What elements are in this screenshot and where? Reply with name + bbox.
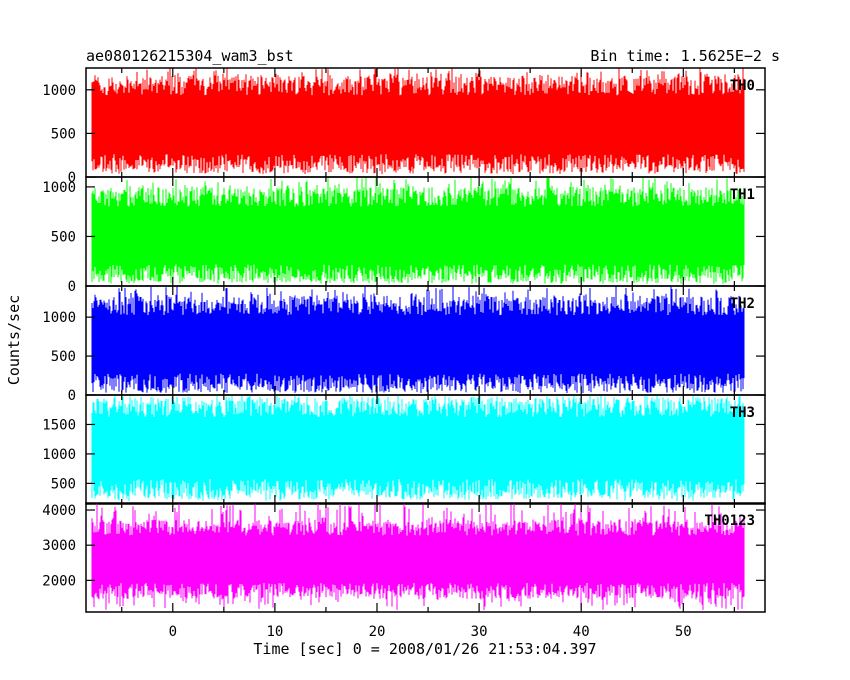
x-tick-label: 10 xyxy=(266,624,283,640)
y-axis-label: Counts/sec xyxy=(5,295,23,385)
series-th2 xyxy=(91,286,745,393)
bin-time-label: Bin time: 1.5625E−2 s xyxy=(590,47,780,65)
y-tick-label: 1000 xyxy=(42,310,76,326)
chart-title: ae080126215304_wam3_bst xyxy=(86,47,294,65)
y-tick-label: 500 xyxy=(51,229,76,245)
panel-label-th1: TH1 xyxy=(730,187,755,203)
y-tick-label: 1000 xyxy=(42,83,76,99)
x-tick-label: 30 xyxy=(471,624,488,640)
y-tick-label: 3000 xyxy=(42,538,76,554)
y-tick-label: 1000 xyxy=(42,180,76,196)
panel-label-th2: TH2 xyxy=(730,296,755,312)
y-tick-label: 0 xyxy=(68,170,76,186)
x-tick-label: 0 xyxy=(169,624,177,640)
x-axis-label: Time [sec] 0 = 2008/01/26 21:53:04.397 xyxy=(253,640,596,658)
y-tick-label: 500 xyxy=(51,349,76,365)
y-tick-label: 0 xyxy=(68,279,76,295)
series-th1 xyxy=(91,177,745,284)
y-tick-label: 500 xyxy=(51,126,76,142)
y-tick-label: 500 xyxy=(51,476,76,492)
y-tick-label: 2000 xyxy=(42,573,76,589)
panel-frame-th3 xyxy=(85,394,766,505)
panel-label-th0123: TH0123 xyxy=(704,513,755,529)
series-th3 xyxy=(91,395,745,501)
x-tick-label: 20 xyxy=(369,624,386,640)
panel-label-th0: TH0 xyxy=(730,78,755,94)
panel-label-th3: TH3 xyxy=(730,405,755,421)
x-tick-label: 50 xyxy=(675,624,692,640)
y-tick-label: 1000 xyxy=(42,447,76,463)
y-tick-label: 4000 xyxy=(42,503,76,519)
panel-frame-th0123 xyxy=(85,502,766,613)
y-tick-label: 1500 xyxy=(42,417,76,433)
y-tick-label: 0 xyxy=(68,388,76,404)
x-tick-label: 40 xyxy=(573,624,590,640)
series-th0123 xyxy=(91,503,745,611)
series-th0 xyxy=(91,68,745,175)
